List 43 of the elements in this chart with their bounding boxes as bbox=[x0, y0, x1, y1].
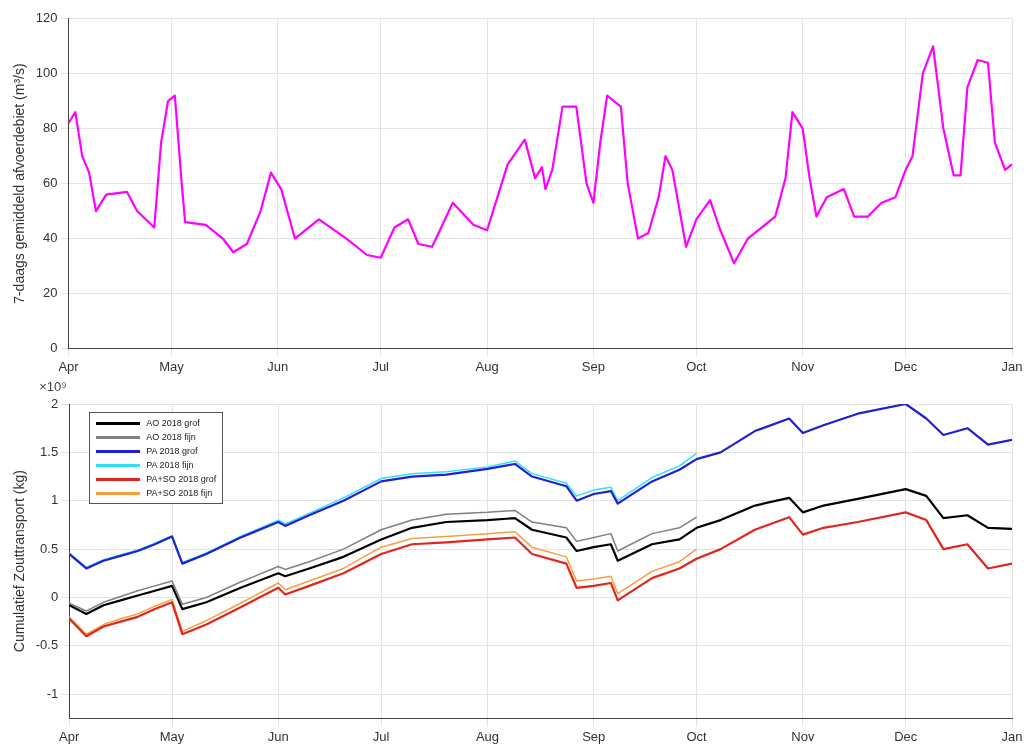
y-tick-label: 2 bbox=[50, 395, 59, 411]
y-tick-label: 80 bbox=[43, 120, 58, 136]
x-tick-label: Dec bbox=[894, 358, 918, 374]
legend-label: PA 2018 fijn bbox=[146, 460, 194, 470]
legend-label: PA+SO 2018 grof bbox=[146, 474, 217, 484]
legend-label: PA 2018 grof bbox=[146, 446, 198, 456]
y-tick-label: 0 bbox=[50, 589, 59, 605]
x-tick-label: Nov bbox=[791, 728, 815, 744]
x-tick-label: Nov bbox=[791, 358, 815, 374]
legend-label: AO 2018 fijn bbox=[146, 432, 196, 442]
x-tick-label: Jul bbox=[372, 728, 390, 744]
x-tick-label: May bbox=[159, 358, 185, 374]
x-tick-label: Oct bbox=[686, 358, 707, 374]
y-tick-label: 1 bbox=[50, 492, 59, 508]
x-tick-label: Dec bbox=[894, 728, 918, 744]
x-tick-label: Jun bbox=[267, 358, 289, 374]
y-tick-label: 0.5 bbox=[40, 540, 59, 556]
legend-label: PA+SO 2018 fijn bbox=[146, 488, 213, 498]
x-tick-label: Oct bbox=[686, 728, 708, 744]
y-tick-label: -0.5 bbox=[35, 637, 59, 653]
y-tick-label: 1.5 bbox=[40, 443, 59, 459]
x-tick-label: Aug bbox=[475, 728, 500, 744]
x-tick-label: Sep bbox=[581, 358, 605, 374]
x-tick-label: Jul bbox=[372, 358, 390, 374]
x-tick-label: Jun bbox=[267, 728, 289, 744]
x-tick-label: Aug bbox=[475, 358, 499, 374]
x-tick-label: Sep bbox=[582, 728, 606, 744]
y-tick-label: 120 bbox=[35, 10, 58, 26]
y-tick-label: -1 bbox=[46, 685, 59, 701]
legend-label: AO 2018 grof bbox=[146, 418, 200, 428]
y-tick-label: 60 bbox=[43, 175, 58, 191]
text: ×10⁹ bbox=[39, 379, 67, 395]
x-tick-label: Apr bbox=[58, 358, 80, 374]
x-tick-label: Jan bbox=[1001, 728, 1023, 744]
y-axis-title: 7-daags gemiddeld afvoerdebiet (m³/s) bbox=[11, 63, 28, 304]
y-axis-title: Cumulatief Zouttransport (kg) bbox=[11, 470, 28, 653]
x-tick-label: Apr bbox=[59, 728, 80, 744]
y-tick-label: 100 bbox=[35, 65, 58, 81]
y-tick-label: 20 bbox=[43, 285, 58, 301]
y-tick-label: 0 bbox=[50, 339, 58, 355]
x-tick-label: Jan bbox=[1001, 358, 1023, 374]
x-tick-label: May bbox=[159, 728, 185, 744]
y-tick-label: 40 bbox=[43, 230, 58, 246]
